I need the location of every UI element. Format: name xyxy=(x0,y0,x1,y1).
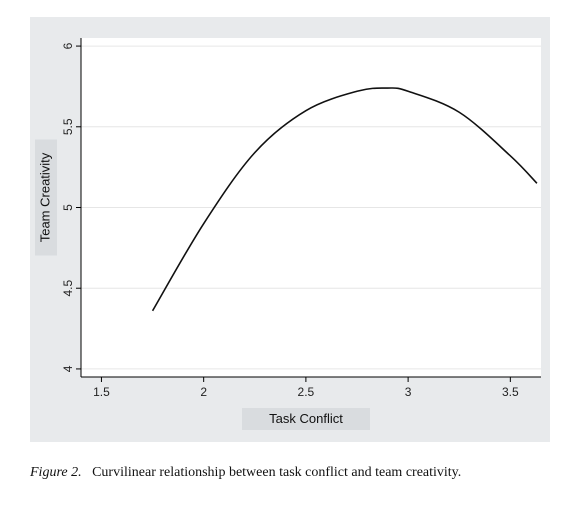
x-tick-label: 2 xyxy=(200,385,207,399)
grid-layer xyxy=(81,45,541,370)
figure-caption: Figure 2. Curvilinear relationship betwe… xyxy=(30,462,550,484)
axis-layer: 4 4.5 5 5.5 6 1.5 2 2.5 3 3.5 xyxy=(61,38,541,399)
y-tick-label: 4.5 xyxy=(61,280,75,297)
y-tick-label: 4 xyxy=(61,365,75,372)
chart: 4 4.5 5 5.5 6 1.5 2 2.5 3 3.5 Task Conflict Team … xyxy=(35,38,541,430)
caption-label: Figure 2. xyxy=(30,465,82,480)
y-tick-label: 6 xyxy=(61,42,75,49)
x-tick-label: 2.5 xyxy=(298,385,315,399)
y-tick-label: 5 xyxy=(61,204,75,211)
caption-text: Curvilinear relationship between task co… xyxy=(92,465,462,480)
x-axis-title-box xyxy=(242,408,370,430)
figure-panel: 4 4.5 5 5.5 6 1.5 2 2.5 3 3.5 Task Conflict Team … xyxy=(30,17,550,442)
y-tick-label: 5.5 xyxy=(61,118,75,135)
x-tick-label: 1.5 xyxy=(93,385,110,399)
x-axis-title: Task Conflict xyxy=(269,411,343,426)
y-axis-title: Team Creativity xyxy=(37,152,52,242)
series-layer xyxy=(151,87,538,312)
x-tick-label: 3 xyxy=(405,385,412,399)
x-tick-label: 3.5 xyxy=(502,385,519,399)
series-line xyxy=(151,87,538,312)
y-axis-title-box xyxy=(35,139,57,256)
